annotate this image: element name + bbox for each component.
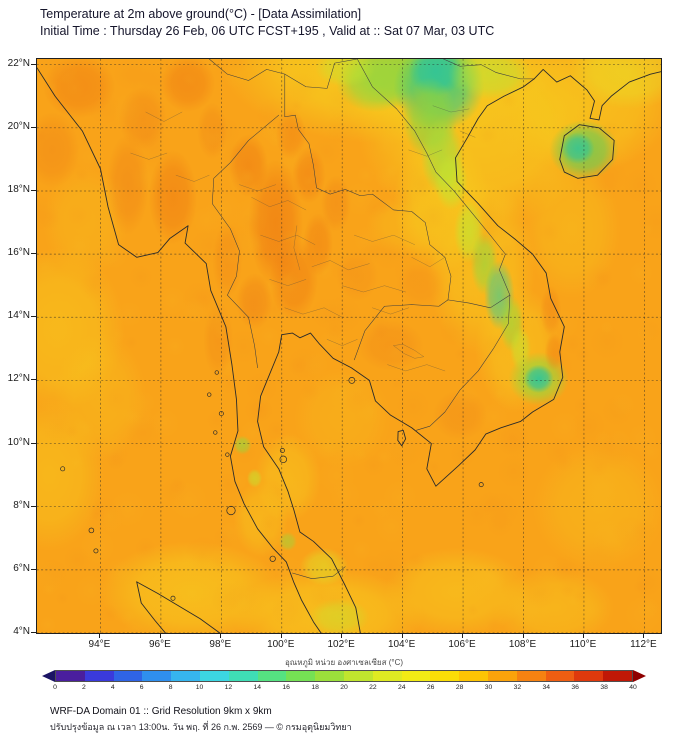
colorbar-tick-value: 40 xyxy=(629,684,637,691)
lat-tickmark xyxy=(31,189,36,191)
colorbar-segment xyxy=(574,671,604,681)
lon-tickmark xyxy=(401,634,403,638)
colorbar-segment xyxy=(487,671,517,681)
lon-tick-label: 104°E xyxy=(387,639,416,650)
colorbar-segment xyxy=(430,671,460,681)
colorbar-segment xyxy=(228,671,258,681)
lat-tickmark xyxy=(31,568,36,570)
colorbar-tick-value: 8 xyxy=(168,684,173,691)
lon-tick-label: 94°E xyxy=(88,639,111,650)
colorbar-segment xyxy=(545,671,575,681)
colorbar-segment xyxy=(516,671,546,681)
colorbar-tick-value: 28 xyxy=(455,684,464,691)
lon-tickmark xyxy=(280,634,282,638)
colorbar-segment xyxy=(315,671,344,681)
colorbar-tick-value: 38 xyxy=(600,684,608,691)
lon-tick-label: 106°E xyxy=(448,639,476,650)
lat-tick-label: 12°N xyxy=(7,373,30,385)
colorbar-tick-value: 30 xyxy=(484,684,493,691)
lon-tick-label: 98°E xyxy=(209,639,232,650)
colorbar-segment xyxy=(343,671,373,681)
colorbar-segment xyxy=(113,671,143,681)
colorbar-segment xyxy=(603,671,632,681)
lat-tick-label: 20°N xyxy=(7,120,30,132)
colorbar-tick-value: 32 xyxy=(513,684,522,691)
colorbar-tick-value: 12 xyxy=(224,684,233,691)
lon-tick-label: 96°E xyxy=(148,639,171,650)
footer-update-info: ปรับปรุงข้อมูล ณ เวลา 13:00น. วัน พฤ. ที… xyxy=(50,722,352,732)
lat-tick-label: 6°N xyxy=(13,562,30,574)
colorbar-tick-value: 20 xyxy=(340,684,348,691)
colorbar-segment xyxy=(142,671,172,681)
lat-tick-label: 4°N xyxy=(13,626,30,637)
lon-tickmark xyxy=(643,634,645,638)
lon-tick-label: 100°E xyxy=(267,639,295,650)
colorbar-segment xyxy=(401,671,431,681)
lon-tickmark xyxy=(462,634,464,638)
colorbar xyxy=(42,670,646,682)
lat-tick-label: 18°N xyxy=(7,183,30,195)
map-area xyxy=(36,58,662,634)
colorbar-tick-value: 16 xyxy=(282,684,290,691)
lon-tickmark xyxy=(159,634,161,638)
colorbar-segment xyxy=(459,671,488,681)
map-title: Temperature at 2m above ground(°C) - [Da… xyxy=(40,7,362,21)
colorbar-tick-value: 2 xyxy=(82,684,86,691)
header: Temperature at 2m above ground(°C) - [Da… xyxy=(40,6,494,40)
colorbar-label: อุณหภูมิ หน่วย องศาเซลเซียส (°C) xyxy=(284,658,404,667)
footer: WRF-DA Domain 01 :: Grid Resolution 9km … xyxy=(50,706,352,734)
lon-tickmark xyxy=(99,634,101,638)
lat-tick-label: 22°N xyxy=(7,57,30,69)
lon-tick-label: 108°E xyxy=(508,639,537,650)
colorbar-segment xyxy=(84,671,114,681)
colorbar-tick-value: 26 xyxy=(426,684,435,691)
lat-tickmark xyxy=(31,126,36,128)
lon-tickmark xyxy=(582,634,584,638)
colorbar-tick-value: 34 xyxy=(542,684,551,691)
colorbar-tick-value: 22 xyxy=(369,684,377,691)
lon-tick-label: 102°E xyxy=(327,639,355,650)
lon-tick-label: 110°E xyxy=(569,639,597,650)
lon-tickmark xyxy=(341,634,343,638)
colorbar-tick-value: 18 xyxy=(311,684,319,691)
lat-tick-label: 14°N xyxy=(7,310,30,322)
colorbar-segment xyxy=(372,671,402,681)
lon-tickmark xyxy=(522,634,524,638)
colorbar-tick-value: 6 xyxy=(139,684,144,691)
colorbar-segment xyxy=(286,671,316,681)
colorbar-segments xyxy=(55,670,633,682)
lon-tick-label: 112°E xyxy=(630,639,657,650)
lat-tick-label: 8°N xyxy=(13,499,30,511)
colorbar-tick-value: 24 xyxy=(398,684,406,691)
colorbar-segment xyxy=(199,671,229,681)
lat-tickmark xyxy=(31,442,36,444)
colorbar-tick-value: 4 xyxy=(110,684,115,691)
map-subtitle: Initial Time : Thursday 26 Feb, 06 UTC F… xyxy=(40,24,495,38)
map-overlay-canvas xyxy=(37,59,661,633)
colorbar-tick-value: 36 xyxy=(571,684,579,691)
lat-tickmark xyxy=(31,379,36,381)
colorbar-tick-labels: 0 2 4 6 8 10 12 14 16 18 20 22 24 26 28 30 32 34 36 38 40 xyxy=(42,684,646,694)
colorbar-tick-value: 0 xyxy=(53,684,57,691)
lon-tickmark xyxy=(220,634,222,638)
lat-tickmark xyxy=(31,505,36,507)
footer-domain-info: WRF-DA Domain 01 :: Grid Resolution 9km … xyxy=(50,706,272,717)
colorbar-segment xyxy=(56,671,85,681)
lat-tickmark xyxy=(31,63,36,65)
lat-tickmark xyxy=(31,632,36,633)
colorbar-overflow-arrow xyxy=(633,670,646,682)
colorbar-tick-value: 10 xyxy=(195,684,204,691)
colorbar-segment xyxy=(171,671,200,681)
lat-tick-label: 16°N xyxy=(7,247,30,259)
lat-tickmark xyxy=(31,253,36,255)
lat-tick-label: 10°N xyxy=(7,436,30,448)
colorbar-segment xyxy=(257,671,287,681)
colorbar-underflow-arrow xyxy=(42,670,55,682)
lat-tickmark xyxy=(31,316,36,318)
colorbar-tick-value: 14 xyxy=(253,684,262,691)
